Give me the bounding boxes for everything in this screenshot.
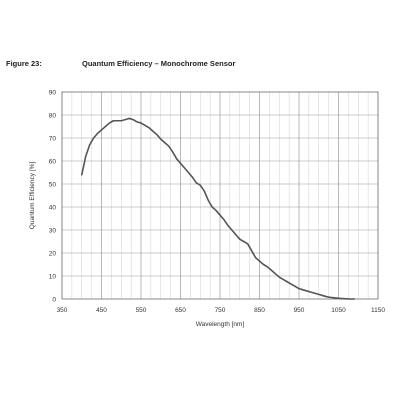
y-tick-label: 70 (49, 135, 57, 142)
y-tick-label: 90 (49, 89, 57, 96)
x-tick-label: 650 (175, 307, 186, 314)
x-tick-label: 350 (57, 307, 68, 314)
y-axis-label: Quantum Efficiency [%] (29, 162, 36, 230)
y-tick-label: 60 (49, 158, 57, 165)
y-tick-label: 0 (52, 296, 56, 303)
x-axis-label: Wavelength [nm] (196, 321, 245, 328)
plot-frame (61, 91, 379, 300)
x-tick-label: 1150 (371, 307, 385, 314)
x-tick-labels: 350 450 550 650 750 850 950 1050 1150 (57, 307, 386, 314)
y-tick-labels: 0 10 20 30 40 50 60 70 80 90 (49, 89, 57, 303)
qe-curve (80, 117, 356, 300)
y-tick-label: 40 (49, 204, 57, 211)
x-tick-label: 450 (96, 307, 107, 314)
y-tick-label: 50 (49, 181, 57, 188)
y-tick-label: 20 (49, 250, 57, 257)
y-tick-label: 10 (49, 273, 57, 280)
y-tick-label: 30 (49, 227, 57, 234)
x-tick-label: 1050 (331, 307, 346, 314)
x-tick-label: 750 (215, 307, 226, 314)
y-tick-label: 80 (49, 112, 57, 119)
x-tick-label: 950 (294, 307, 305, 314)
x-tick-label: 850 (254, 307, 265, 314)
x-tick-label: 550 (136, 307, 147, 314)
figure-number: Figure 23: (6, 59, 42, 68)
figure-title: Quantum Efficiency – Monochrome Sensor (82, 59, 236, 68)
major-grid (61, 91, 379, 300)
